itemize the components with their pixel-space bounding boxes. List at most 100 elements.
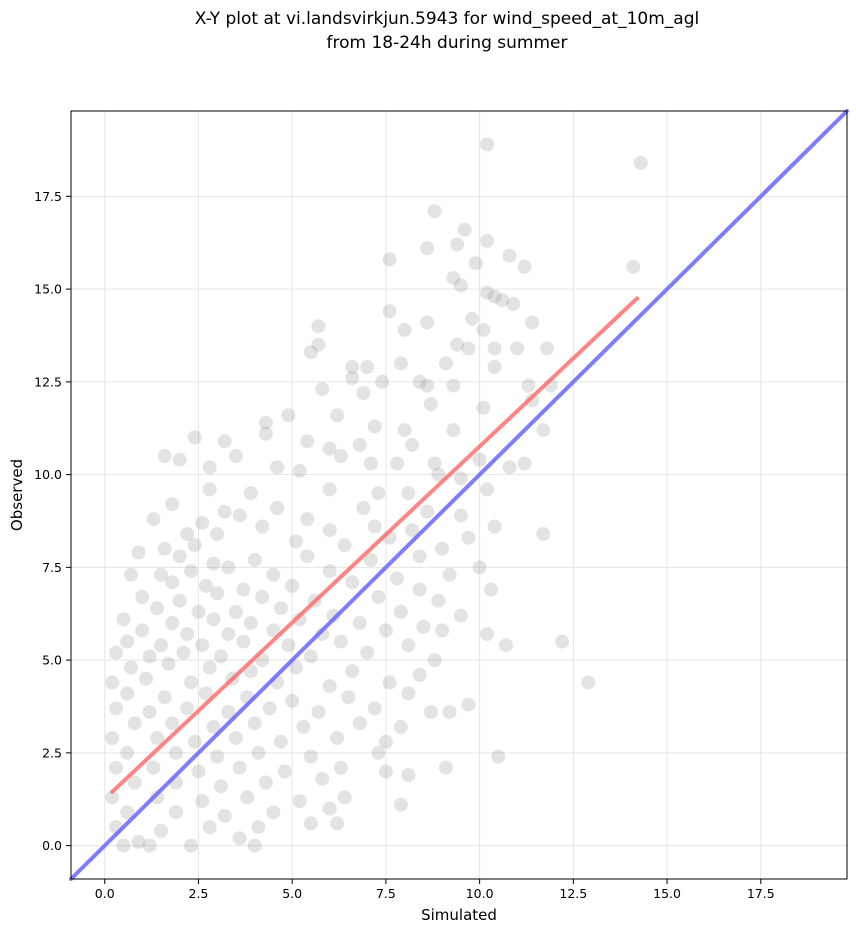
scatter-point bbox=[303, 749, 318, 764]
scatter-point bbox=[172, 452, 187, 467]
scatter-point bbox=[390, 456, 405, 471]
scatter-point bbox=[438, 760, 453, 775]
scatter-point bbox=[303, 816, 318, 831]
scatter-point bbox=[157, 449, 172, 463]
scatter-point bbox=[255, 519, 270, 534]
scatter-point bbox=[476, 322, 491, 337]
scatter-point bbox=[393, 797, 408, 812]
scatter-point bbox=[510, 341, 525, 356]
x-tick-label: 5.0 bbox=[282, 886, 302, 901]
scatter-point bbox=[135, 590, 150, 604]
scatter-point bbox=[292, 612, 307, 627]
y-tick-label: 5.0 bbox=[42, 653, 62, 668]
scatter-point bbox=[206, 719, 221, 734]
scatter-point bbox=[322, 679, 337, 694]
scatter-point bbox=[487, 289, 502, 304]
scatter-point bbox=[266, 805, 281, 820]
scatter-point bbox=[472, 452, 487, 467]
scatter-point bbox=[330, 816, 345, 831]
y-tick-label: 17.5 bbox=[34, 189, 62, 204]
scatter-point bbox=[311, 705, 326, 719]
chart-title: X-Y plot at vi.landsvirkjun.5943 for win… bbox=[195, 9, 699, 53]
scatter-point bbox=[315, 382, 330, 397]
scatter-point bbox=[236, 582, 251, 597]
scatter-point bbox=[243, 616, 258, 630]
x-tick-label: 0.0 bbox=[95, 886, 115, 901]
scatter-point bbox=[480, 233, 495, 248]
scatter-point bbox=[273, 601, 288, 616]
x-tick-label: 10.0 bbox=[466, 886, 494, 901]
x-tick-label: 7.5 bbox=[376, 886, 396, 901]
scatter-point bbox=[506, 296, 521, 311]
scatter-point bbox=[442, 705, 457, 719]
scatter-point bbox=[333, 760, 348, 775]
scatter-point bbox=[221, 705, 236, 719]
scatter-point bbox=[461, 341, 476, 356]
scatter-point bbox=[285, 693, 300, 708]
y-tick-label: 2.5 bbox=[42, 745, 62, 760]
scatter-point bbox=[206, 612, 221, 627]
scatter-point bbox=[131, 545, 146, 560]
x-axis-ticks: 0.0 2.5 5.0 7.5 10.0 12.5 15.0 17.5 bbox=[95, 879, 775, 901]
scatter-point bbox=[150, 731, 165, 745]
scatter-point bbox=[487, 360, 502, 374]
scatter-point bbox=[165, 716, 180, 731]
scatter-point bbox=[427, 653, 442, 668]
y-tick-label: 15.0 bbox=[34, 282, 62, 297]
scatter-point bbox=[255, 590, 270, 604]
scatter-point bbox=[446, 378, 461, 393]
scatter-point bbox=[453, 471, 468, 486]
scatter-point bbox=[476, 400, 491, 415]
scatter-point bbox=[401, 768, 416, 783]
scatter-point bbox=[435, 623, 450, 638]
scatter-point bbox=[382, 675, 397, 690]
scatter-point bbox=[105, 731, 120, 745]
scatter-point bbox=[315, 771, 330, 786]
scatter-point bbox=[273, 734, 288, 749]
scatter-point bbox=[105, 675, 120, 690]
scatter-point bbox=[191, 604, 206, 619]
scatter-point bbox=[172, 549, 187, 564]
scatter-point bbox=[187, 538, 202, 553]
scatter-point bbox=[292, 794, 307, 809]
scatter-point bbox=[420, 504, 435, 519]
scatter-point bbox=[412, 667, 427, 682]
scatter-point bbox=[525, 315, 540, 330]
scatter-point bbox=[371, 486, 386, 501]
scatter-point bbox=[116, 612, 131, 627]
scatter-point bbox=[157, 541, 172, 556]
x-tick-label: 12.5 bbox=[559, 886, 587, 901]
scatter-point bbox=[423, 705, 438, 719]
scatter-point bbox=[322, 523, 337, 538]
scatter-point bbox=[127, 716, 142, 731]
scatter-point bbox=[480, 137, 495, 152]
scatter-point bbox=[228, 449, 243, 463]
y-tick-label: 7.5 bbox=[42, 560, 62, 575]
scatter-point bbox=[450, 337, 465, 352]
scatter-point bbox=[228, 731, 243, 745]
scatter-point bbox=[154, 823, 168, 838]
scatter-point bbox=[251, 745, 266, 760]
scatter-point bbox=[311, 319, 326, 334]
scatter-point bbox=[120, 634, 135, 649]
scatter-point bbox=[498, 638, 513, 653]
scatter-points bbox=[105, 137, 648, 853]
scatter-point bbox=[165, 575, 180, 590]
scatter-point bbox=[360, 645, 375, 660]
scatter-point bbox=[120, 686, 135, 701]
scatter-point bbox=[202, 820, 217, 835]
scatter-point bbox=[461, 530, 476, 545]
scatter-point bbox=[390, 571, 405, 586]
scatter-point bbox=[401, 638, 416, 653]
y-axis-ticks: 0.0 2.5 5.0 7.5 10.0 12.5 15.0 17.5 bbox=[34, 189, 71, 853]
scatter-point bbox=[232, 831, 247, 846]
scatter-point bbox=[420, 315, 435, 330]
scatter-point bbox=[472, 560, 487, 575]
scatter-point bbox=[296, 719, 311, 734]
scatter-point bbox=[262, 701, 277, 716]
scatter-point bbox=[412, 582, 427, 597]
y-tick-label: 12.5 bbox=[34, 374, 62, 389]
scatter-point bbox=[356, 501, 371, 515]
scatter-point bbox=[195, 794, 210, 809]
scatter-point bbox=[427, 204, 442, 219]
